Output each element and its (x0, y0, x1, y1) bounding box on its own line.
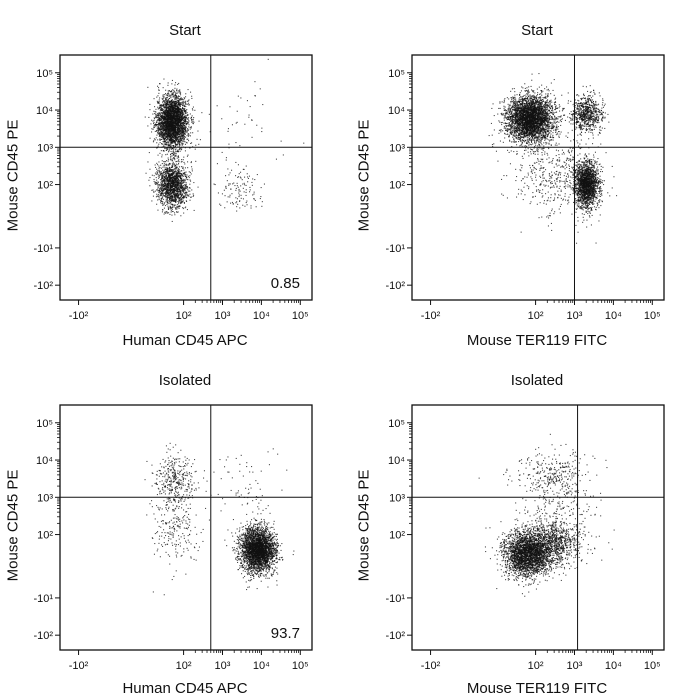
y-tick-label: 10⁴ (388, 105, 405, 117)
panel-3-plot: -10² 10² 10³ 10⁴ 10⁵ 10⁵ 10⁴ 10³ 10² -10¹ -10² 93.7 (33, 404, 313, 672)
cluster-4 (192, 58, 305, 162)
panel-4-title: Isolated (510, 372, 564, 389)
cluster-2 (508, 505, 596, 582)
y-tick-label: -10¹ (33, 593, 53, 605)
cluster-4 (488, 95, 618, 244)
x-tick-label: -10² (69, 660, 89, 672)
scatter-points (144, 442, 295, 596)
plot-frame (411, 404, 665, 651)
cluster-3 (213, 151, 265, 212)
y-tick-label: -10² (385, 280, 405, 292)
cluster-2 (144, 442, 205, 509)
panel-3-title: Isolated (158, 372, 212, 389)
y-tick-label: 10³ (389, 492, 405, 504)
x-tick-label: 10² (176, 310, 192, 322)
y-tick-label: -10¹ (385, 243, 405, 255)
panel-1-x-axis-label: Human CD45 APC (122, 332, 248, 349)
quadrant-percentage: 0.85 (271, 275, 300, 292)
x-tick-label: 10³ (567, 310, 583, 322)
cluster-4 (478, 443, 615, 569)
plot-frame (59, 404, 313, 651)
y-tick-label: 10² (389, 180, 405, 192)
x-tick-label: 10² (528, 310, 544, 322)
y-tick-label: -10¹ (33, 243, 53, 255)
scatter-points (144, 58, 305, 222)
y-tick-label: 10⁴ (36, 105, 53, 117)
x-tick-label: 10³ (215, 310, 231, 322)
x-tick-label: -10² (421, 310, 441, 322)
panel-1-y-axis-label: Mouse CD45 PE (4, 119, 22, 232)
y-tick-label: 10² (37, 180, 53, 192)
cluster-3 (503, 433, 608, 515)
x-tick-label: 10⁵ (644, 660, 661, 672)
x-tick-label: 10³ (567, 660, 583, 672)
plot-frame (59, 54, 313, 301)
scatter-points (478, 433, 615, 597)
panel-1-title: Start (169, 22, 201, 39)
panel-2-plot: -10² 10² 10³ 10⁴ 10⁵ 10⁵ 10⁴ 10³ 10² -10¹ -10² (385, 54, 665, 322)
y-tick-label: -10² (33, 280, 53, 292)
quadrant-percentage: 93.7 (271, 625, 300, 642)
cluster-2 (145, 150, 199, 222)
cluster-2 (560, 85, 610, 142)
x-tick-label: 10⁴ (253, 310, 270, 322)
plot-frame (411, 54, 665, 301)
x-tick-label: -10² (421, 660, 441, 672)
panel-3-x-axis-label: Human CD45 APC (122, 680, 248, 697)
y-tick-label: 10³ (389, 142, 405, 154)
x-tick-label: 10⁵ (292, 660, 309, 672)
y-tick-label: 10⁵ (388, 68, 405, 80)
panel-2-y-axis-label: Mouse CD45 PE (355, 119, 373, 232)
x-tick-label: 10⁴ (605, 310, 622, 322)
panel-1-plot: -10² 10² 10³ 10⁴ 10⁵ 10⁵ 10⁴ 10³ 10² -10¹ -10² 0.85 (33, 54, 313, 322)
cluster-1 (490, 73, 571, 161)
y-tick-label: -10² (33, 630, 53, 642)
x-tick-label: 10⁴ (253, 660, 270, 672)
scatter-points (488, 73, 618, 244)
panel-4-y-axis-label: Mouse CD45 PE (355, 469, 373, 582)
y-tick-label: 10³ (37, 142, 53, 154)
y-tick-label: 10³ (37, 492, 53, 504)
x-tick-label: -10² (69, 310, 89, 322)
cluster-3 (146, 445, 204, 596)
y-tick-label: 10² (37, 530, 53, 542)
x-tick-label: 10² (528, 660, 544, 672)
cluster-4 (187, 448, 288, 541)
x-tick-label: 10² (176, 660, 192, 672)
y-tick-label: 10⁴ (388, 455, 405, 467)
panel-4-x-axis-label: Mouse TER119 FITC (466, 680, 608, 697)
panel-2-title: Start (521, 22, 553, 39)
y-tick-label: 10⁴ (36, 455, 53, 467)
y-tick-label: 10² (389, 530, 405, 542)
y-tick-label: -10¹ (385, 593, 405, 605)
panel-2-x-axis-label: Mouse TER119 FITC (466, 332, 608, 349)
y-tick-label: 10⁵ (388, 418, 405, 430)
x-tick-label: 10⁵ (292, 310, 309, 322)
y-tick-label: 10⁵ (36, 68, 53, 80)
x-tick-label: 10⁵ (644, 310, 661, 322)
cluster-1 (144, 78, 203, 169)
y-tick-label: -10² (385, 630, 405, 642)
panel-3-y-axis-label: Mouse CD45 PE (4, 469, 22, 582)
panel-4-plot: -10² 10² 10³ 10⁴ 10⁵ 10⁵ 10⁴ 10³ 10² -10¹ -10² (385, 404, 665, 672)
y-tick-label: 10⁵ (36, 418, 53, 430)
x-tick-label: 10⁴ (605, 660, 622, 672)
x-tick-label: 10³ (215, 660, 231, 672)
cluster-1 (226, 511, 295, 591)
